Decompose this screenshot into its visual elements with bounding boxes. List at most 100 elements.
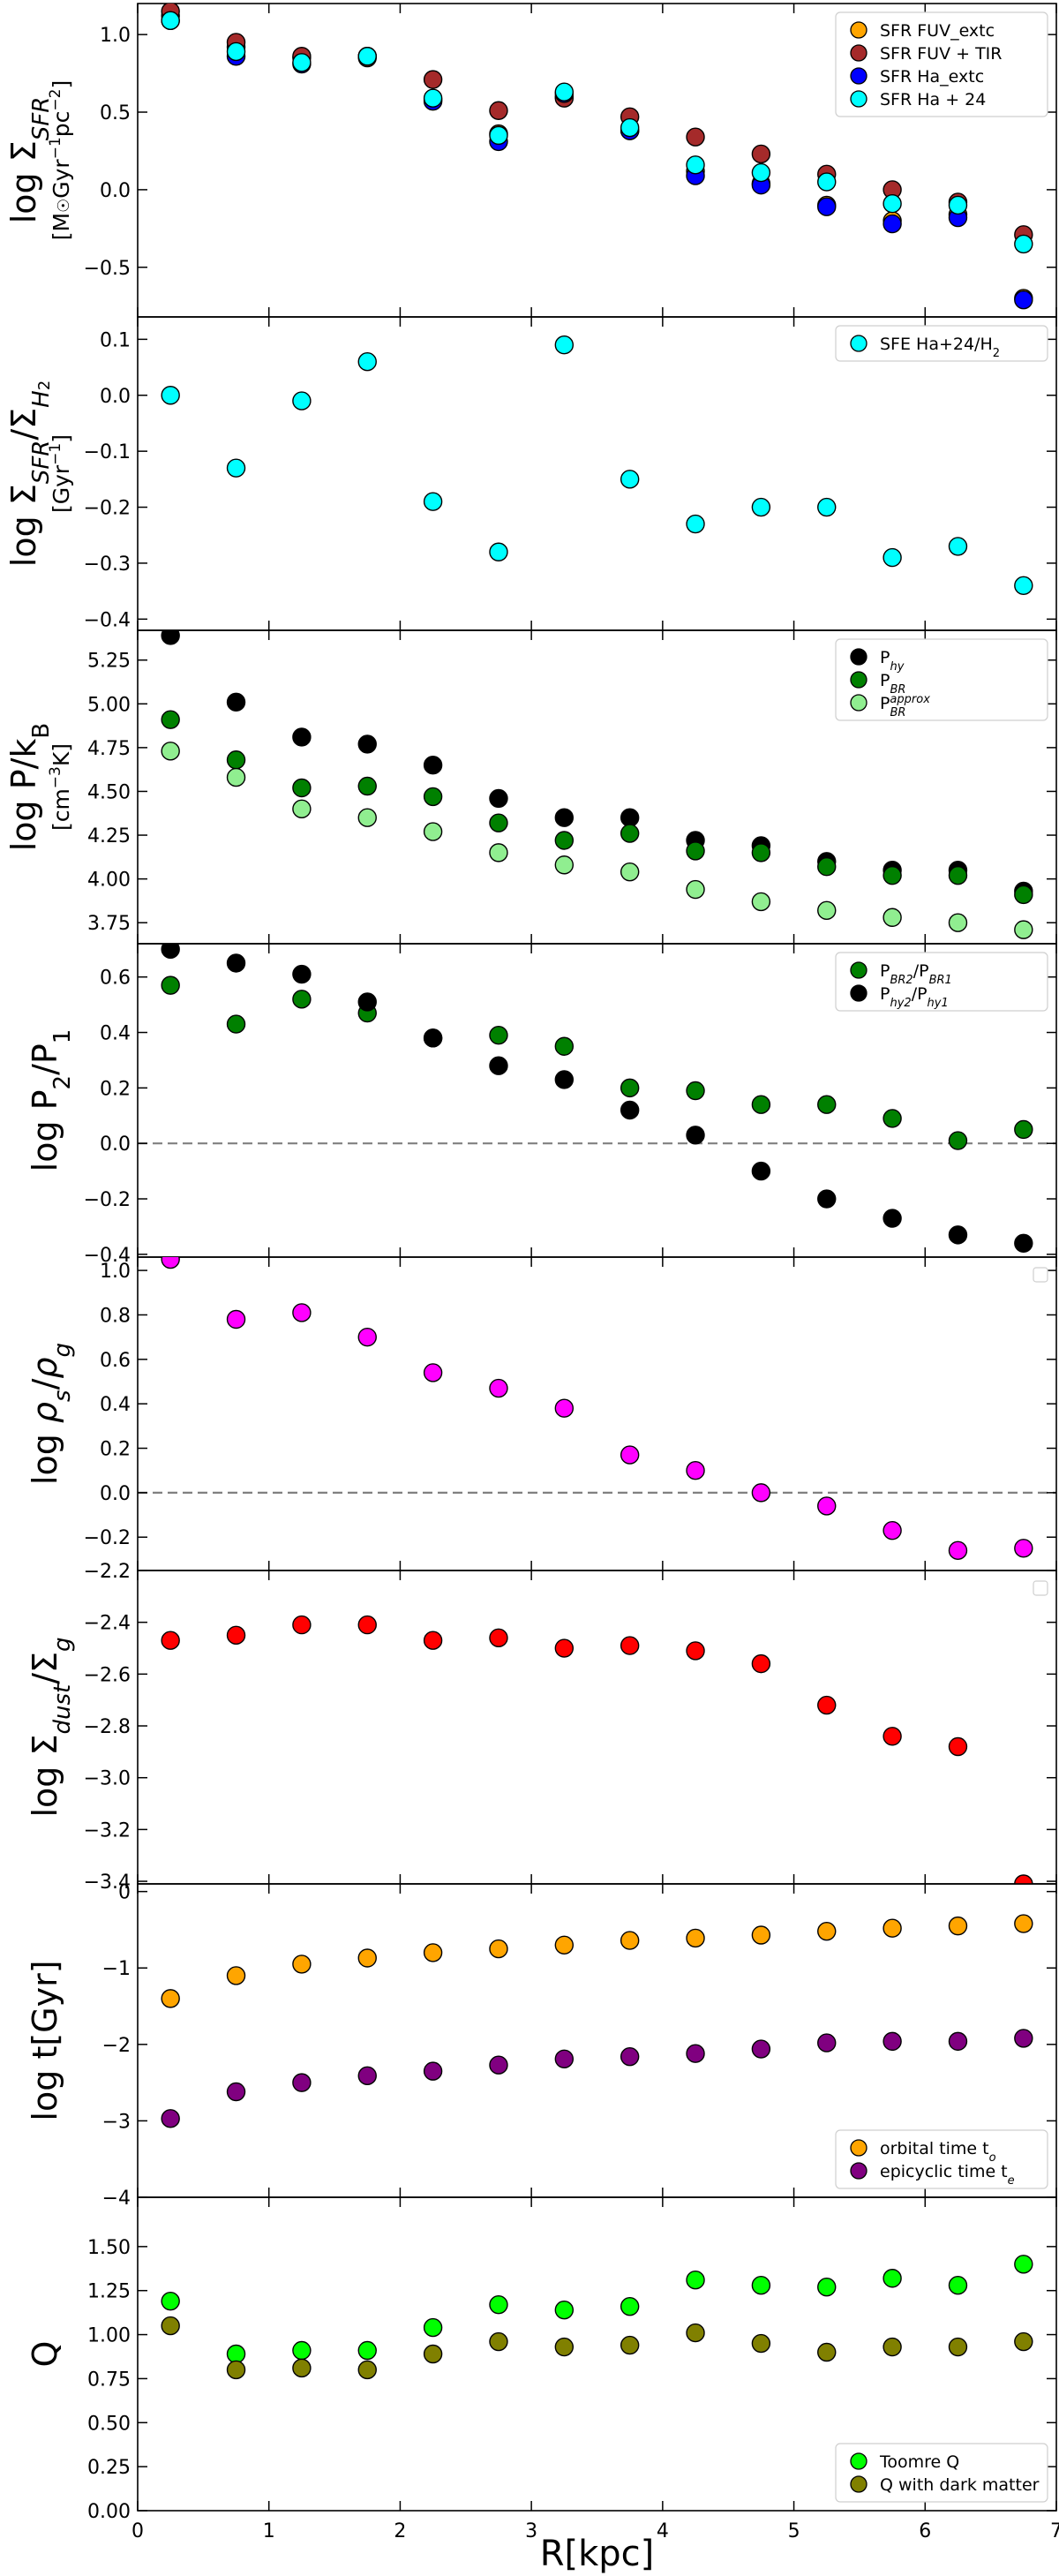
- ylabel: log ΣSFR/ΣH2: [4, 380, 55, 567]
- data-point: [948, 1540, 968, 1561]
- ytick-label: −2: [102, 2035, 131, 2057]
- data-point: [161, 2109, 180, 2128]
- data-point: [882, 2337, 902, 2357]
- data-point: [686, 1081, 705, 1101]
- ytick-label: 0.00: [87, 2501, 131, 2523]
- data-point: [751, 162, 771, 183]
- ylabel-unit: [cm−3K]: [47, 743, 74, 831]
- ytick-label: 0.0: [100, 386, 131, 408]
- legend-box: [835, 952, 1048, 1012]
- data-point: [882, 865, 902, 885]
- data-point: [620, 862, 640, 882]
- data-point: [882, 214, 902, 234]
- ytick-label: 0.0: [100, 1483, 131, 1505]
- data-point: [1014, 2029, 1033, 2048]
- ytick-label: −0.2: [84, 498, 131, 520]
- data-point: [1014, 290, 1033, 310]
- data-point: [423, 88, 443, 108]
- data-point: [1014, 1874, 1033, 1884]
- data-point: [161, 2291, 180, 2311]
- data-point: [817, 497, 837, 517]
- panel-frame: [137, 1256, 1057, 1571]
- ytick-label: −0.1: [84, 441, 131, 463]
- data-point: [686, 1126, 705, 1145]
- ytick-label: −3.0: [84, 1768, 131, 1790]
- data-point: [948, 537, 968, 556]
- ylabel: Q: [26, 2341, 64, 2368]
- data-point: [161, 710, 180, 729]
- data-point: [226, 2344, 246, 2364]
- data-point: [292, 391, 312, 411]
- data-point: [948, 865, 968, 885]
- data-point: [817, 2342, 837, 2362]
- data-point: [882, 194, 902, 214]
- data-point: [292, 53, 312, 72]
- data-point: [751, 1653, 771, 1674]
- xtick-label: 3: [525, 2520, 537, 2542]
- data-point: [817, 900, 837, 921]
- data-point: [489, 1628, 508, 1647]
- data-point: [620, 1445, 640, 1465]
- data-point: [751, 843, 771, 862]
- data-point: [489, 1939, 508, 1959]
- ytick-label: 4.00: [87, 870, 131, 892]
- data-point: [554, 1398, 575, 1418]
- data-point: [292, 990, 312, 1009]
- legend-box: [835, 2129, 1048, 2189]
- ytick-label: −0.4: [84, 609, 131, 631]
- data-point: [620, 1931, 640, 1950]
- data-point: [882, 2031, 902, 2052]
- ytick-label: 0.6: [100, 968, 131, 990]
- data-point: [686, 2323, 705, 2343]
- data-point: [554, 808, 575, 827]
- legend-marker: [850, 67, 867, 85]
- panel-1: −0.5 0.0 0.5 1.0 log ΣSFR[M☉Gyr−1pc−2] SFR FU…: [4, 3, 1057, 318]
- ytick-label: −0.5: [84, 258, 131, 280]
- legend-box: [835, 11, 1048, 117]
- data-point: [817, 2278, 837, 2297]
- ytick-label: 1.25: [87, 2281, 131, 2303]
- data-point: [751, 1095, 771, 1114]
- legend-marker: [850, 648, 867, 666]
- data-point: [292, 799, 312, 818]
- data-point: [226, 1014, 246, 1034]
- ytick-label: 0.75: [87, 2369, 131, 2391]
- data-point: [882, 2269, 902, 2288]
- data-point: [357, 1615, 377, 1635]
- ytick-label: −3.4: [84, 1872, 131, 1894]
- data-point: [292, 2358, 312, 2378]
- data-point: [686, 1928, 705, 1948]
- legend: SFE Ha+24/H2: [835, 325, 1048, 362]
- ytick-label: −0.4: [84, 1245, 131, 1267]
- xtick-label: 5: [788, 2520, 800, 2542]
- legend-marker: [850, 44, 867, 62]
- ytick-label: 0.4: [100, 1023, 131, 1045]
- data-point: [686, 514, 705, 534]
- panel-8: 0.00 0.25 0.50 0.75 1.00 1.25 1.50 Q Toomre Q Q w…: [26, 2196, 1057, 2523]
- data-point: [489, 2055, 508, 2075]
- ylabel: log ΣSFR: [4, 97, 55, 224]
- ytick-label: −0.3: [84, 554, 131, 576]
- legend: SFR FUV_extc SFR FUV + TIR SFR Ha_extc SFR …: [835, 11, 1048, 117]
- data-point: [292, 1955, 312, 1974]
- markers: [161, 4, 1033, 310]
- data-point: [882, 1918, 902, 1938]
- data-point: [226, 692, 246, 712]
- data-point: [751, 144, 771, 164]
- data-point: [554, 1935, 575, 1955]
- ytick-label: −2.2: [84, 1561, 131, 1583]
- markers: [161, 1257, 1033, 1561]
- ytick-label: 0.1: [100, 329, 131, 351]
- data-point: [226, 2082, 246, 2102]
- ylabel-unit: [M☉Gyr−1pc−2]: [47, 80, 74, 240]
- ytick-label: −3.2: [84, 1819, 131, 1842]
- data-point: [817, 2033, 837, 2053]
- data-point: [1014, 885, 1033, 905]
- data-point: [357, 2340, 377, 2361]
- data-point: [161, 1631, 180, 1650]
- legend-marker: [850, 984, 867, 1002]
- data-point: [1014, 2255, 1033, 2274]
- legend-box-empty: [1033, 1267, 1048, 1283]
- markers: [161, 944, 1033, 1253]
